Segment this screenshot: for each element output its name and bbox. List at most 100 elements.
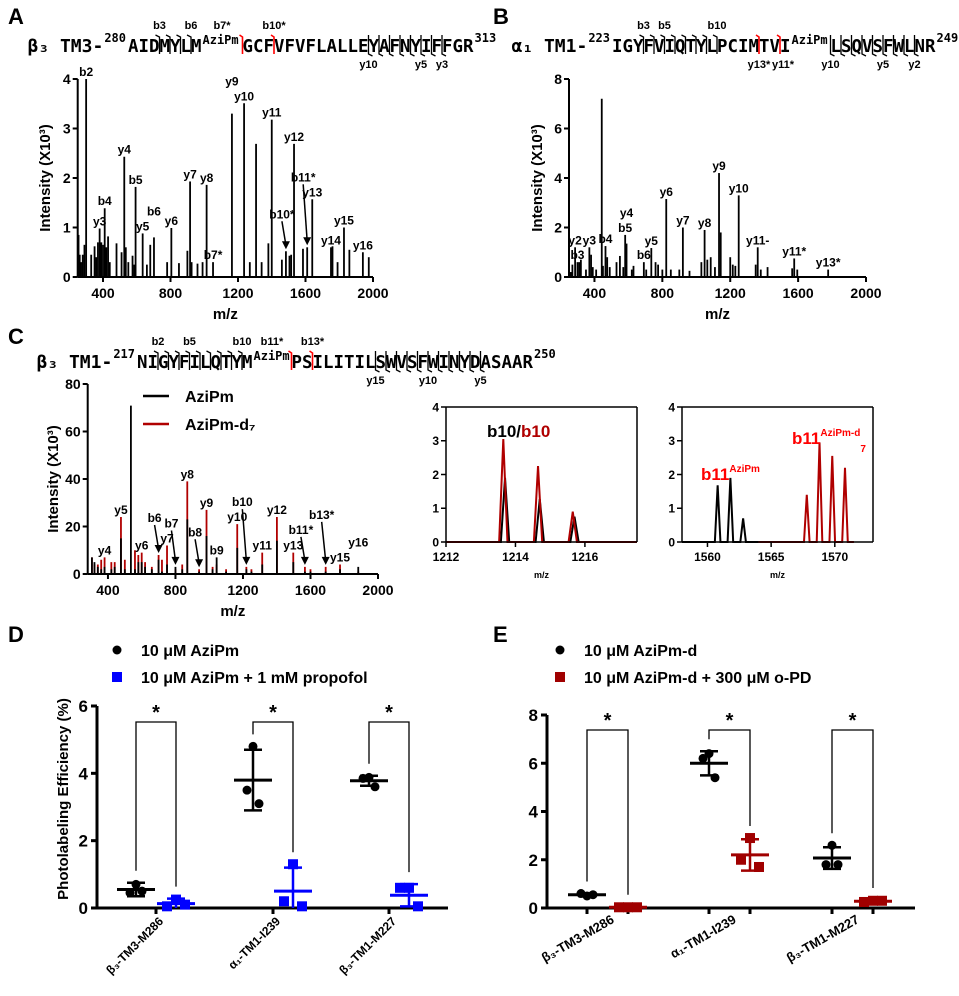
modified-cleavage-mark — [776, 34, 781, 54]
residue: Q — [675, 37, 685, 57]
y-ion-cleavage-mark — [840, 35, 846, 57]
arrowhead-icon — [171, 556, 180, 565]
residue: A — [512, 353, 523, 373]
inset-title-light: b10/ — [487, 422, 521, 441]
significance-star: * — [726, 710, 734, 732]
y-ion-cleavage-mark — [399, 35, 405, 57]
y-tick-label: 0 — [63, 269, 71, 285]
legend-label: 10 μM AziPm-d + 300 μM o-PD — [584, 670, 811, 687]
x-tick-label: 1600 — [783, 285, 814, 301]
b-ion-label: b10* — [262, 20, 286, 32]
peak-label: b5 — [618, 221, 632, 235]
x-tick-label: 800 — [651, 285, 675, 301]
arrowhead-icon — [195, 559, 204, 568]
residue: L — [316, 37, 326, 57]
residue: A — [379, 37, 390, 57]
residue: L — [348, 37, 358, 57]
residue: S — [491, 353, 501, 373]
residue: S — [302, 353, 312, 373]
modification-label: AziPm — [792, 33, 828, 47]
peak-label: y7 — [676, 214, 690, 228]
residue: M — [749, 37, 759, 57]
residue: I — [139, 37, 149, 57]
annotation-arrow — [302, 184, 308, 242]
panel-label-c: C — [8, 324, 24, 349]
modification-label: AziPm — [254, 349, 290, 363]
b-ion-label: b13* — [301, 336, 325, 348]
dotplot-e: 0 2 4 6 8 * β₃-TM3-M286 * α₁-TM1-I239 * β₃-TM1-M22… — [529, 643, 915, 965]
y-ion-cleavage-mark — [441, 35, 447, 57]
y-ion-label: y10 — [419, 375, 437, 387]
peptide-start-residue: 217 — [113, 347, 135, 361]
y-ion-cleavage-mark — [374, 351, 380, 373]
residue: P — [292, 353, 302, 373]
significance-bracket — [586, 729, 629, 895]
data-point — [288, 859, 298, 870]
residue: R — [463, 37, 474, 57]
peak-label: y14 — [321, 233, 341, 247]
y-ion-cleavage-mark — [427, 351, 433, 373]
modified-cleavage-mark — [309, 350, 314, 370]
y-tick-label: 3 — [432, 434, 439, 448]
residue: I — [148, 353, 158, 373]
category-label: α₁-TM1-I239 — [225, 914, 283, 972]
residue: L — [181, 37, 191, 57]
significance-bracket — [135, 721, 177, 887]
residue: T — [344, 353, 354, 373]
residue: I — [665, 37, 675, 57]
modification-label: AziPm — [203, 33, 239, 47]
b-ion-label: b2 — [152, 336, 165, 348]
residue: F — [264, 37, 274, 57]
peak-label: y11 — [262, 106, 282, 120]
x-tick-label: 1216 — [572, 550, 599, 564]
b-ion-label: b5 — [183, 336, 196, 348]
significance-star: * — [385, 702, 393, 724]
x-tick-label: 1565 — [758, 550, 785, 564]
residue: F — [390, 37, 400, 57]
y-ion-label: y2 — [908, 59, 920, 71]
y-ion-cleavage-mark — [420, 35, 426, 57]
residue: E — [358, 37, 368, 57]
peak-label: y3 — [93, 214, 107, 228]
arrowhead-icon — [154, 545, 163, 553]
peak-label: y7 — [160, 532, 174, 546]
x-tick-label: 2000 — [357, 285, 388, 301]
data-point — [297, 901, 307, 912]
isotope-trace — [758, 442, 854, 543]
y-ion-cleavage-mark — [416, 351, 422, 373]
y-axis-title: Intensity (X10³) — [37, 124, 54, 232]
residue: I — [439, 353, 449, 373]
residue: V — [770, 37, 780, 57]
b-ion-label: b11* — [261, 336, 284, 348]
peak-label: b11* — [291, 170, 316, 184]
residue: A — [128, 37, 139, 57]
y-tick-label: 0 — [668, 535, 675, 549]
y-ion-cleavage-mark — [388, 35, 394, 57]
residue: Y — [169, 353, 180, 373]
y-ion-label: y13* — [748, 59, 771, 71]
residue: G — [243, 37, 253, 57]
b-ion-cleavage-mark — [195, 350, 201, 370]
residue: N — [915, 37, 925, 57]
y-tick-label: 4 — [529, 803, 539, 822]
residue: C — [728, 37, 738, 57]
y-tick-label: 6 — [79, 697, 88, 716]
x-tick-label: 1600 — [295, 582, 326, 598]
peak-label: y16 — [353, 238, 373, 252]
peak-label: b2 — [79, 65, 93, 79]
b-ion-label: b3 — [153, 20, 166, 32]
y-ion-cleavage-mark — [913, 35, 919, 57]
y-tick-label: 60 — [65, 424, 81, 440]
b-ion-label: b3 — [637, 20, 650, 32]
residue: F — [179, 353, 189, 373]
residue: I — [612, 37, 622, 57]
peak-label: b10 — [232, 495, 253, 509]
inset-c-inset-b10: 0 1 2 3 4 1212 1214 1216 m/z b10/b10 — [432, 400, 638, 580]
residue: Y — [170, 37, 181, 57]
y-ion-cleavage-mark — [430, 35, 436, 57]
category-label: β₃-TM1-M227 — [784, 912, 862, 966]
x-tick-label: 1200 — [222, 285, 253, 301]
